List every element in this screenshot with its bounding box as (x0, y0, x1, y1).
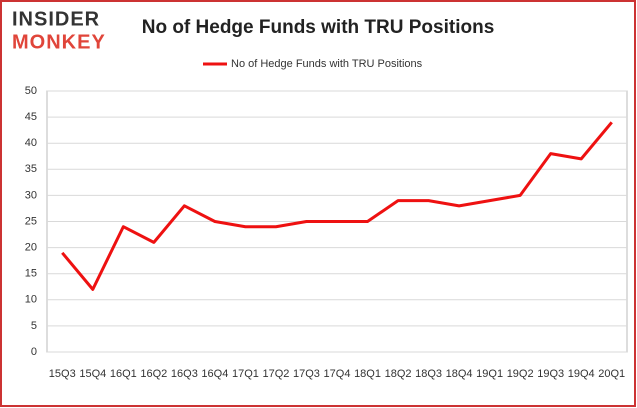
x-tick-label: 20Q1 (598, 368, 625, 380)
logo-top: INSIDER (12, 8, 100, 30)
y-tick-label: 50 (25, 85, 37, 97)
x-tick-label: 18Q3 (415, 368, 442, 380)
series-line (61, 121, 613, 291)
x-tick-label: 18Q1 (354, 368, 381, 380)
x-tick-label: 16Q2 (140, 368, 167, 380)
y-tick-label: 45 (25, 111, 37, 123)
x-tick-label: 19Q2 (507, 368, 534, 380)
y-tick-label: 10 (25, 294, 37, 306)
y-tick-label: 0 (31, 346, 37, 358)
legend-label: No of Hedge Funds with TRU Positions (231, 58, 423, 70)
x-tick-label: 18Q4 (446, 368, 473, 380)
logo-bottom: MONKEY (12, 31, 106, 53)
y-tick-label: 5 (31, 320, 37, 332)
x-tick-label: 19Q3 (537, 368, 564, 380)
x-tick-label: 17Q3 (293, 368, 320, 380)
x-tick-label: 17Q1 (232, 368, 259, 380)
x-tick-label: 17Q4 (324, 368, 351, 380)
x-tick-label: 15Q4 (79, 368, 106, 380)
x-tick-label: 16Q1 (110, 368, 137, 380)
x-tick-label: 16Q3 (171, 368, 198, 380)
x-tick-label: 18Q2 (385, 368, 412, 380)
x-tick-label: 15Q3 (49, 368, 76, 380)
y-tick-label: 40 (25, 137, 37, 149)
x-tick-label: 16Q4 (201, 368, 228, 380)
y-tick-label: 30 (25, 189, 37, 201)
y-tick-label: 25 (25, 215, 37, 227)
y-tick-label: 35 (25, 163, 37, 175)
x-tick-label: 19Q1 (476, 368, 503, 380)
x-tick-label: 17Q2 (262, 368, 289, 380)
y-tick-label: 20 (25, 242, 37, 254)
x-tick-label: 19Q4 (568, 368, 595, 380)
y-tick-label: 15 (25, 268, 37, 280)
chart-title: No of Hedge Funds with TRU Positions (142, 17, 495, 38)
